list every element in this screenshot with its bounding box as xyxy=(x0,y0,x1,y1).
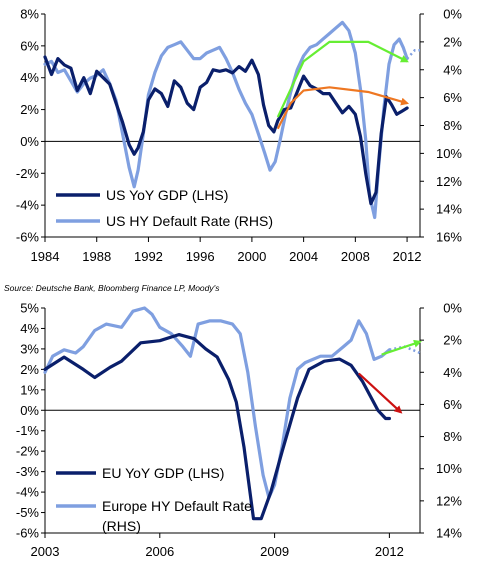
right-tick-label: 4% xyxy=(443,62,462,77)
x-tick-label: 1992 xyxy=(134,249,163,264)
us-chart: -6% -4% -2% 0% 2% 4% 6% 8% 0% 2% 4% 6% 8% 10% 12% 14% 16… xyxy=(16,7,463,265)
left-tick-label: 6% xyxy=(20,38,39,53)
legend-label: US HY Default Rate (RHS) xyxy=(106,213,273,229)
x-tick-label: 2012 xyxy=(393,249,422,264)
x-tick-label: 2006 xyxy=(145,544,174,559)
right-tick-label: 6% xyxy=(443,397,462,412)
left-tick-label: -5% xyxy=(16,505,40,520)
left-tick-label: -6% xyxy=(16,526,40,541)
right-tick-label: 16% xyxy=(436,230,462,245)
right-tick-label: 0% xyxy=(443,301,462,316)
left-tick-label: 8% xyxy=(20,7,39,22)
right-tick-label: 6% xyxy=(443,90,462,105)
left-tick-label: -2% xyxy=(16,166,40,181)
right-tick-label: 8% xyxy=(443,429,462,444)
x-tick-label: 1988 xyxy=(82,249,111,264)
right-tick-label: 14% xyxy=(436,526,462,541)
left-tick-label: 5% xyxy=(20,301,39,316)
left-tick-label: 4% xyxy=(20,70,39,85)
left-tick-label: -6% xyxy=(16,230,40,245)
left-tick-label: 2% xyxy=(20,102,39,117)
left-tick-label: -2% xyxy=(16,444,40,459)
gdp-series-line xyxy=(43,55,409,206)
legend-label: Europe HY Default Rate (RHS) xyxy=(102,498,252,534)
right-tick-label: 8% xyxy=(443,118,462,133)
x-tick-label: 1996 xyxy=(186,249,215,264)
left-tick-label: -4% xyxy=(16,198,40,213)
source-note: Source: Deutsche Bank, Bloomberg Finance… xyxy=(4,283,220,293)
right-tick-label: 10% xyxy=(436,146,462,161)
right-tick-label: 12% xyxy=(436,174,462,189)
right-tick-label: 14% xyxy=(436,202,462,217)
right-tick-label: 2% xyxy=(443,34,462,49)
x-tick-label: 2008 xyxy=(341,249,370,264)
left-tick-label: 0% xyxy=(20,134,39,149)
left-tick-label: 1% xyxy=(20,382,39,397)
x-tick-label: 2003 xyxy=(31,544,60,559)
green-trend-arrow xyxy=(381,339,422,356)
right-tick-label: 0% xyxy=(443,7,462,22)
left-tick-label: 3% xyxy=(20,341,39,356)
red-trend-arrow xyxy=(358,372,403,414)
left-tick-label: -4% xyxy=(16,485,40,500)
x-tick-label: 2000 xyxy=(237,249,266,264)
left-tick-label: 0% xyxy=(20,403,39,418)
x-tick-label: 2004 xyxy=(289,249,318,264)
legend-label: US YoY GDP (LHS) xyxy=(106,187,228,203)
eu-chart: -6% -5% -4% -3% -2% -1% 0% 1% 2% 3% 4% 5% 0% 2% 4% 6% 8%… xyxy=(16,301,463,560)
legend-label: EU YoY GDP (LHS) xyxy=(102,465,224,481)
right-tick-label: 2% xyxy=(443,333,462,348)
green-trend-arrow xyxy=(276,40,409,118)
x-tick-label: 2009 xyxy=(260,544,289,559)
right-tick-label: 10% xyxy=(436,461,462,476)
left-tick-label: 4% xyxy=(20,321,39,336)
x-tick-label: 2012 xyxy=(375,544,404,559)
orange-trend-arrow xyxy=(276,86,410,130)
right-tick-label: 4% xyxy=(443,365,462,380)
projection-line xyxy=(406,48,420,60)
left-tick-label: -1% xyxy=(16,423,40,438)
x-tick-label: 1984 xyxy=(31,249,60,264)
left-tick-label: 2% xyxy=(20,362,39,377)
gdp-series-line xyxy=(43,333,391,521)
left-tick-label: -3% xyxy=(16,464,40,479)
default-rate-series-line xyxy=(43,306,391,500)
right-tick-label: 12% xyxy=(436,493,462,508)
